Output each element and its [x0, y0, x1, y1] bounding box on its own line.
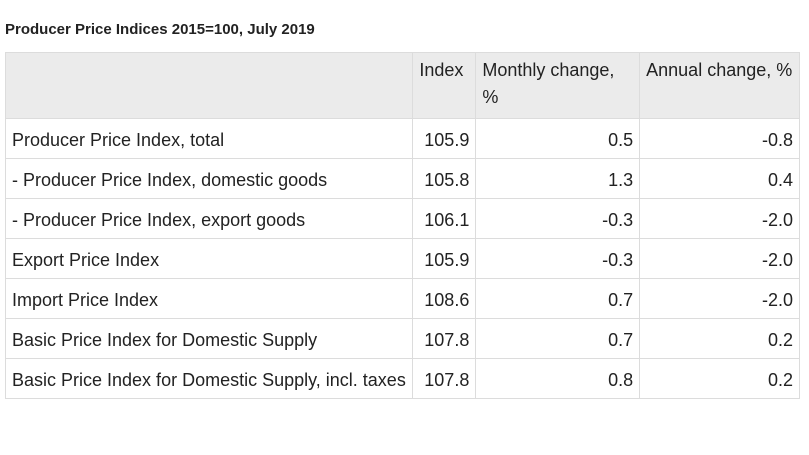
table-row: Import Price Index 108.6 0.7 -2.0 [4, 278, 800, 319]
table-row: Basic Price Index for Domestic Supply, i… [4, 358, 800, 399]
row-label: Producer Price Index, total [4, 118, 414, 159]
value-cell: 0.5 [475, 118, 641, 159]
value-cell: 105.9 [412, 238, 477, 279]
header-row: Index Monthly change, % Annual change, % [4, 52, 800, 119]
column-header: Monthly change, % [475, 52, 641, 119]
value-cell: -2.0 [639, 198, 800, 239]
table-row: - Producer Price Index, domestic goods 10… [4, 158, 800, 199]
value-cell: 0.7 [475, 318, 641, 359]
table-row: Basic Price Index for Domestic Supply 107… [4, 318, 800, 359]
table-title: Producer Price Indices 2015=100, July 20… [5, 21, 315, 38]
value-cell: 105.9 [412, 118, 477, 159]
value-cell: 108.6 [412, 278, 477, 319]
value-cell: 0.2 [639, 358, 800, 399]
table-row: - Producer Price Index, export goods 106.… [4, 198, 800, 239]
value-cell: 107.8 [412, 358, 477, 399]
value-cell: -2.0 [639, 278, 800, 319]
value-cell: 105.8 [412, 158, 477, 199]
value-cell: -0.3 [475, 238, 641, 279]
column-header: Index [412, 52, 477, 119]
table-row: Export Price Index 105.9 -0.3 -2.0 [4, 238, 800, 279]
price-table: Index Monthly change, % Annual change, % P… [4, 52, 800, 399]
value-cell: 0.7 [475, 278, 641, 319]
row-label: Basic Price Index for Domestic Supply [4, 318, 414, 359]
value-cell: 0.4 [639, 158, 800, 199]
value-cell: 106.1 [412, 198, 477, 239]
value-cell: 0.8 [475, 358, 641, 399]
table-row: Producer Price Index, total 105.9 0.5 -0.8 [4, 118, 800, 159]
row-label: Export Price Index [4, 238, 414, 279]
value-cell: 1.3 [475, 158, 641, 199]
value-cell: -2.0 [639, 238, 800, 279]
row-label: - Producer Price Index, domestic goods [4, 158, 414, 199]
value-cell: 107.8 [412, 318, 477, 359]
column-header: Annual change, % [639, 52, 800, 119]
column-header [4, 52, 414, 119]
value-cell: -0.8 [639, 118, 800, 159]
value-cell: 0.2 [639, 318, 800, 359]
row-label: Import Price Index [4, 278, 414, 319]
row-label: - Producer Price Index, export goods [4, 198, 414, 239]
row-label: Basic Price Index for Domestic Supply, i… [4, 358, 414, 399]
value-cell: -0.3 [475, 198, 641, 239]
